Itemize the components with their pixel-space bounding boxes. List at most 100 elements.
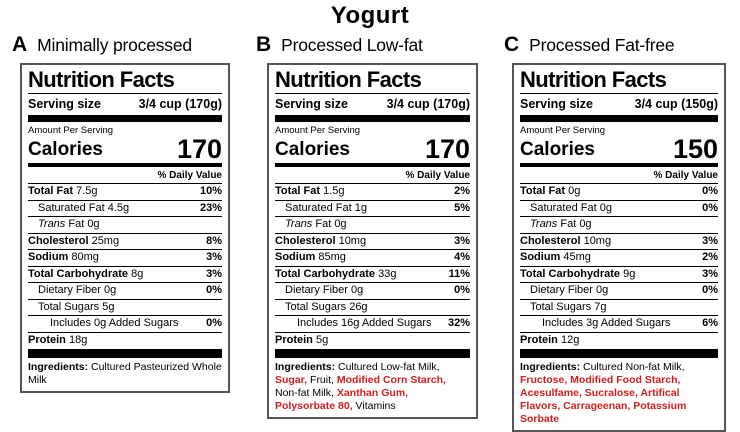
serving-size-value: 3/4 cup (150g) xyxy=(634,97,718,111)
serving-size-row: Serving size 3/4 cup (150g) xyxy=(520,94,718,115)
nutrient-name-part: Dietary Fiber 0g xyxy=(38,284,117,296)
nutrient-row: Total Sugars 5g xyxy=(28,298,222,316)
nutrient-name: Total Fat 0g xyxy=(520,185,580,199)
nutrient-name-part: Total Carbohydrate xyxy=(28,267,129,280)
nutrition-facts-heading: Nutrition Facts xyxy=(275,65,470,94)
thick-divider-bar xyxy=(28,349,222,358)
nutrient-row: Saturated Fat 1g 5% xyxy=(275,199,470,217)
nutrient-row: Sodium 45mg 2% xyxy=(520,249,718,266)
nutrient-name-part: Protein xyxy=(28,333,66,346)
ingredient-additive: Sugar, xyxy=(275,374,308,386)
panel-b-label: B Processed Low-fat xyxy=(256,33,482,57)
ingredients-section: Ingredients: Cultured Pasteurized Whole … xyxy=(28,358,222,391)
nutrient-name-part: Total Sugars 7g xyxy=(530,300,607,313)
daily-value-percent: 5% xyxy=(454,201,470,214)
daily-value-percent: 23% xyxy=(199,201,222,214)
page-title: Yogurt xyxy=(330,2,410,29)
nutrient-name: Total Fat 1.5g xyxy=(275,185,344,199)
daily-value-percent: 2% xyxy=(702,251,718,263)
nutrient-row: Includes 16g Added Sugars 32% xyxy=(275,315,470,332)
nutrient-name: Saturated Fat 0g xyxy=(520,202,612,216)
nutrient-name: Sodium 80mg xyxy=(28,251,99,265)
amount-per-serving-label: Amount Per Serving xyxy=(275,125,361,136)
nutrient-name-part: Total Sugars 5g xyxy=(38,300,115,313)
nutrient-row: Includes 0g Added Sugars 0% xyxy=(28,315,222,332)
daily-value-percent: 3% xyxy=(206,267,222,280)
nutrient-name-part: 45mg xyxy=(560,251,591,263)
panel-a-description: Minimally processed xyxy=(37,35,192,55)
ingredient-additive: Fructose, Modified Food Starch, Acesulfa… xyxy=(520,374,687,425)
nutrient-name-part: 10mg xyxy=(335,234,367,247)
daily-value-percent: 0% xyxy=(206,284,222,296)
nutrient-row: Dietary Fiber 0g 0% xyxy=(520,282,718,299)
nutrient-name-part: Sodium xyxy=(520,251,561,263)
nutrient-row: Total Fat 1.5g 2% xyxy=(275,183,470,200)
daily-value-percent: 2% xyxy=(454,185,470,197)
nutrient-row: Total Fat 0g 0% xyxy=(520,183,718,200)
nutrient-rows: Total Fat 1.5g 2% Saturated Fat 1g 5% Trans … xyxy=(275,183,470,348)
serving-size-row: Serving size 3/4 cup (170g) xyxy=(275,94,470,115)
nutrient-name-part: Cholesterol xyxy=(520,234,581,247)
nutrient-name: Protein 12g xyxy=(520,334,579,348)
ingredient-text: Non-fat Milk, xyxy=(275,387,337,399)
nutrient-name: Saturated Fat 4.5g xyxy=(28,202,129,216)
nutrient-name-part: Saturated Fat 4.5g xyxy=(38,201,130,214)
daily-value-percent: 32% xyxy=(447,317,470,329)
daily-value-percent: 0% xyxy=(702,185,718,197)
nutrient-name-part: Fat 0g xyxy=(557,218,592,230)
nutrition-facts-heading: Nutrition Facts xyxy=(28,65,222,94)
thick-divider-bar xyxy=(275,349,470,358)
nutrient-row: Sodium 85mg 4% xyxy=(275,249,470,266)
nutrient-row: Cholesterol 25mg 8% xyxy=(28,232,222,250)
daily-value-percent: 0% xyxy=(206,317,222,329)
nutrient-name: Dietary Fiber 0g xyxy=(520,284,608,298)
nutrient-name-part: 1.5g xyxy=(320,185,345,197)
nutrient-name-part: Saturated Fat 0g xyxy=(530,201,612,214)
nutrient-row: Total Sugars 7g xyxy=(520,298,718,316)
ingredients-list: Cultured Non-fat Milk, Fructose, Modifie… xyxy=(520,361,686,425)
nutrient-row: Cholesterol 10mg 3% xyxy=(275,232,470,250)
nutrition-facts-panel-c: Nutrition Facts Serving size 3/4 cup (15… xyxy=(512,63,726,432)
ingredients-label: Ingredients: xyxy=(28,361,89,373)
nutrient-name: Trans Fat 0g xyxy=(28,218,100,232)
nutrient-row: Trans Fat 0g xyxy=(28,216,222,233)
thick-divider-bar xyxy=(520,115,718,122)
ingredients-label: Ingredients: xyxy=(275,361,336,373)
nutrient-name-part: 7.5g xyxy=(73,185,98,197)
nutrient-name-part: Total Sugars 26g xyxy=(285,300,368,313)
panel-a-letter: A xyxy=(12,33,28,56)
panel-b-description: Processed Low-fat xyxy=(281,35,423,55)
ingredients-section: Ingredients: Cultured Low-fat Milk, Suga… xyxy=(275,358,470,417)
nutrient-name-part: Saturated Fat 1g xyxy=(285,201,367,214)
serving-size-row: Serving size 3/4 cup (170g) xyxy=(28,94,222,115)
nutrient-row: Dietary Fiber 0g 0% xyxy=(275,282,470,299)
nutrient-name: Total Sugars 5g xyxy=(28,301,114,315)
nutrient-name-part: 12g xyxy=(557,333,580,346)
nutrient-name-part: 85mg xyxy=(315,251,346,263)
nutrient-name-part: Total Carbohydrate xyxy=(275,267,376,280)
daily-value-header: % Daily Value xyxy=(405,170,470,181)
nutrient-name-part: Dietary Fiber 0g xyxy=(285,284,364,296)
nutrient-name: Total Carbohydrate 8g xyxy=(28,268,143,282)
nutrient-name-part: Protein xyxy=(275,333,313,346)
nutrient-name: Trans Fat 0g xyxy=(275,218,347,232)
nutrient-name-part: Total Carbohydrate xyxy=(520,267,621,280)
ingredient-additive: Polysorbate 80, xyxy=(275,400,353,412)
calories-label: Calories xyxy=(520,139,595,160)
daily-value-header: % Daily Value xyxy=(653,170,718,181)
nutrient-name-part: Total Fat xyxy=(275,185,321,197)
nutrient-row: Saturated Fat 4.5g 23% xyxy=(28,199,222,217)
ingredient-text: Vitamins xyxy=(352,400,396,412)
nutrient-name-part: 25mg xyxy=(88,234,120,247)
nutrient-name-part: Total Fat xyxy=(520,185,566,197)
nutrient-row: Protein 12g xyxy=(520,331,718,349)
ingredients-list: Cultured Low-fat Milk, Sugar, Fruit, Mod… xyxy=(275,361,446,412)
nutrient-row: Total Carbohydrate 8g 3% xyxy=(28,265,222,283)
nutrient-name-part: Fat 0g xyxy=(312,218,347,230)
calories-row: Calories 170 xyxy=(28,136,222,167)
nutrient-name: Includes 3g Added Sugars xyxy=(520,317,670,331)
daily-value-percent: 11% xyxy=(448,267,470,280)
nutrient-name: Includes 0g Added Sugars xyxy=(28,317,178,331)
nutrient-name: Cholesterol 25mg xyxy=(28,235,119,249)
nutrient-row: Total Carbohydrate 9g 3% xyxy=(520,265,718,283)
